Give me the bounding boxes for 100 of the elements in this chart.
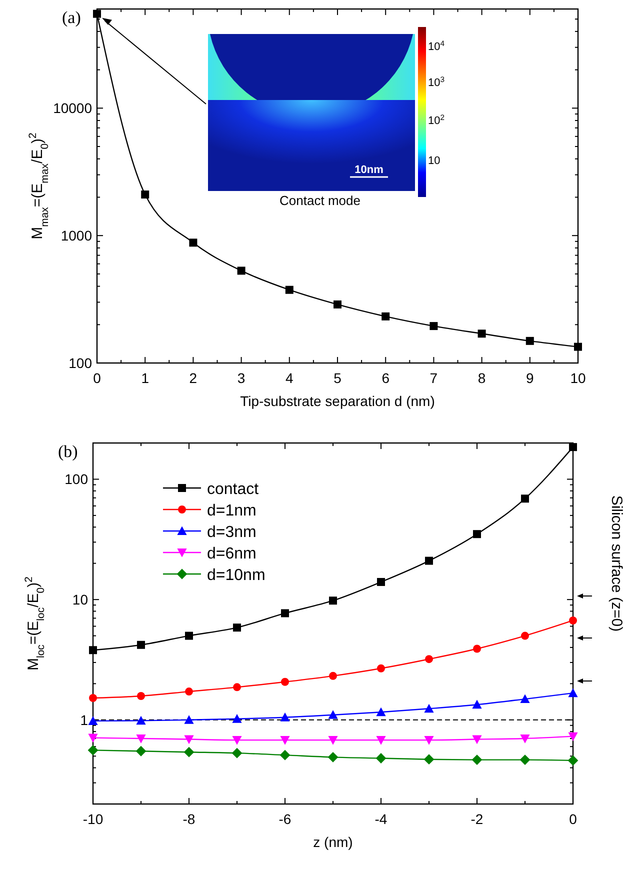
point <box>136 746 146 756</box>
point <box>568 755 578 766</box>
point <box>334 300 342 308</box>
point <box>425 655 433 664</box>
y-tick-label: 1 <box>80 712 88 728</box>
point <box>328 752 338 762</box>
x-tick-label: 10 <box>570 370 586 386</box>
x-tick-label: 7 <box>430 370 438 386</box>
point <box>568 732 578 742</box>
annotation: Contact mode <box>280 193 360 208</box>
point <box>232 748 242 758</box>
x-tick-label: -2 <box>470 811 484 827</box>
annotation: 10$^{2}$ <box>428 112 445 127</box>
x-axis-title: Tip-substrate separation d (nm) <box>240 393 435 409</box>
point <box>376 736 386 745</box>
x-tick-label: -10 <box>82 811 104 827</box>
x-tick-label: 6 <box>382 370 390 386</box>
point <box>329 596 337 605</box>
y-tick-label: 10 <box>72 592 88 608</box>
point <box>329 672 337 680</box>
point <box>377 664 385 672</box>
y-tick-label: 10000 <box>53 100 92 116</box>
point <box>280 712 290 722</box>
point <box>574 342 582 351</box>
point <box>89 694 97 702</box>
point <box>89 646 97 654</box>
point <box>137 692 145 700</box>
point <box>520 694 530 704</box>
point <box>280 750 290 760</box>
point <box>425 556 433 565</box>
point <box>88 744 98 756</box>
point <box>568 688 578 698</box>
point <box>233 624 241 632</box>
legend-label: d=3nm <box>207 524 256 541</box>
legend-label: d=10nm <box>207 567 266 584</box>
point <box>184 715 194 724</box>
x-tick-label: -6 <box>278 811 292 827</box>
point <box>88 734 98 743</box>
x-tick-label: 5 <box>334 370 342 386</box>
text: Silicon surface (z=0) <box>608 495 625 632</box>
point <box>377 578 385 586</box>
legend-label: d=6nm <box>207 546 256 562</box>
point <box>430 322 438 330</box>
point <box>280 736 290 745</box>
point <box>569 616 577 624</box>
point <box>521 494 529 503</box>
x-tick-label: 4 <box>286 370 294 386</box>
point <box>478 330 486 338</box>
x-tick-label: 1 <box>141 370 150 386</box>
x-tick-label: -8 <box>182 811 196 827</box>
point <box>232 736 242 745</box>
point <box>382 312 390 320</box>
point <box>281 678 289 686</box>
point <box>472 700 482 709</box>
point <box>189 238 198 247</box>
point <box>526 336 534 345</box>
point <box>232 714 242 723</box>
y-tick-label: 1000 <box>60 228 92 244</box>
annotation: 10$^{4}$ <box>428 38 446 53</box>
point <box>184 746 194 758</box>
point <box>472 735 482 744</box>
point <box>137 640 145 649</box>
point <box>472 754 482 765</box>
x-axis-title: z (nm) <box>313 834 353 850</box>
point <box>185 688 193 696</box>
point <box>520 754 530 765</box>
chart-title: (b) <box>58 442 78 461</box>
x-tick-label: 9 <box>526 370 534 386</box>
point <box>376 753 386 764</box>
point <box>569 443 577 452</box>
point <box>328 736 338 745</box>
annotation: 10nm <box>354 164 384 176</box>
point <box>285 286 294 294</box>
point <box>136 716 146 725</box>
x-tick-label: -4 <box>374 811 388 827</box>
point <box>88 716 98 725</box>
x-tick-label: 3 <box>237 370 246 386</box>
point <box>520 734 530 744</box>
x-tick-label: 0 <box>93 370 102 386</box>
point <box>424 754 434 765</box>
point <box>281 609 289 618</box>
point <box>473 644 481 653</box>
point <box>93 10 101 18</box>
point <box>233 683 241 692</box>
annotation: 10 <box>428 155 440 167</box>
point <box>136 734 146 744</box>
point <box>376 707 386 716</box>
annotation: 10$^{3}$ <box>428 74 445 89</box>
point <box>237 266 246 275</box>
point <box>473 530 481 538</box>
point <box>328 710 338 719</box>
point <box>521 632 529 640</box>
y-tick-label: 100 <box>68 355 92 371</box>
x-tick-label: 0 <box>569 811 578 827</box>
legend-label: d=1nm <box>207 502 256 520</box>
point <box>424 736 434 745</box>
point <box>424 704 434 713</box>
point <box>141 190 150 199</box>
point <box>184 735 194 744</box>
legend-label: contact <box>207 481 260 498</box>
